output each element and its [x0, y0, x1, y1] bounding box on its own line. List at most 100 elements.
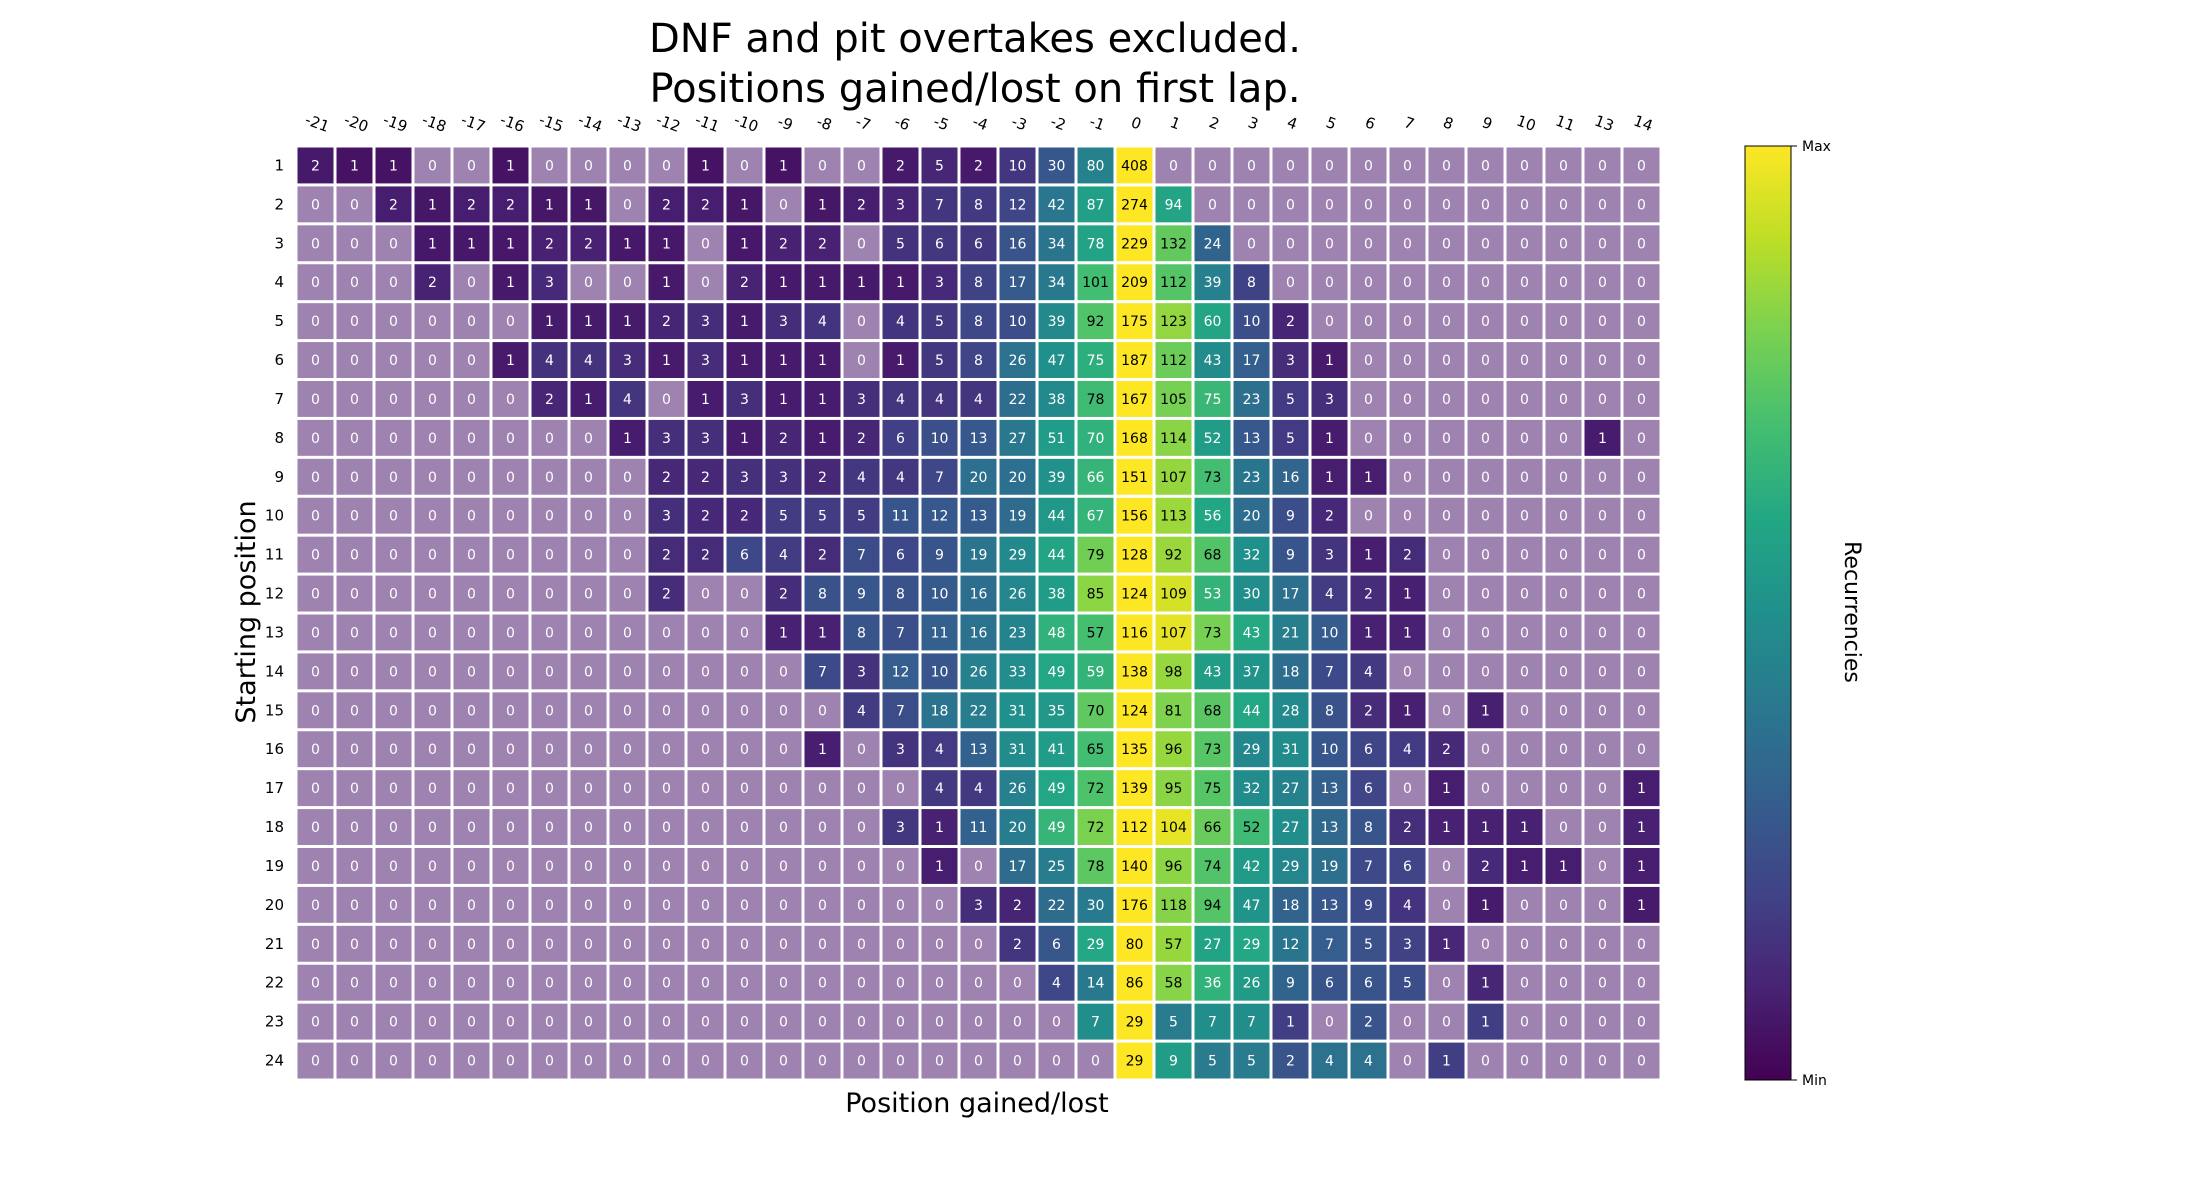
heatmap-cell-label: 6 — [1364, 781, 1373, 797]
heatmap-cell-label: 0 — [1481, 236, 1490, 252]
heatmap-cell-label: 0 — [1559, 1015, 1568, 1031]
heatmap-cell — [1311, 886, 1348, 923]
heatmap-cell — [999, 964, 1036, 1001]
heatmap-cell-label: 0 — [1325, 1015, 1334, 1031]
heatmap-cell — [336, 458, 373, 495]
heatmap-cell — [375, 575, 412, 612]
heatmap-cell — [1077, 147, 1114, 184]
heatmap-cell — [297, 536, 334, 573]
heatmap-cell — [1155, 497, 1192, 534]
heatmap-cell-label: 23 — [1009, 625, 1027, 641]
heatmap-cell-label: 75 — [1204, 392, 1222, 408]
heatmap-cell — [921, 536, 958, 573]
heatmap-cell — [414, 925, 451, 962]
heatmap-cell — [921, 653, 958, 690]
x-tick-label: 6 — [1363, 113, 1378, 133]
heatmap-cell — [1116, 809, 1153, 845]
heatmap-cell — [921, 264, 958, 301]
heatmap-cell-label: 0 — [584, 509, 593, 525]
heatmap-cell-label: 0 — [428, 742, 437, 758]
heatmap-cell-label: 75 — [1087, 353, 1105, 369]
heatmap-cell-label: 21 — [1282, 625, 1300, 641]
heatmap-cell-label: 0 — [389, 742, 398, 758]
heatmap-cell-label: 98 — [1165, 664, 1183, 680]
heatmap-cell-label: 22 — [1048, 898, 1066, 914]
heatmap-cell-label: 74 — [1204, 859, 1222, 875]
heatmap-cell — [921, 731, 958, 768]
heatmap-cell-label: 0 — [974, 1015, 983, 1031]
heatmap-cell-label: 0 — [701, 1015, 710, 1031]
heatmap-cell — [1155, 653, 1192, 690]
heatmap-cell-label: 0 — [1442, 1015, 1451, 1031]
heatmap-cell — [804, 614, 841, 651]
heatmap-cell-label: 19 — [1321, 859, 1339, 875]
heatmap-cell-label: 7 — [1208, 1015, 1217, 1031]
heatmap-cell-label: 0 — [701, 703, 710, 719]
heatmap-cell — [1155, 147, 1192, 184]
heatmap-cell — [765, 303, 802, 340]
heatmap-cell — [1311, 770, 1348, 807]
heatmap-cell — [1584, 692, 1621, 729]
heatmap-cell-label: 0 — [1559, 1054, 1568, 1070]
heatmap-cell — [1350, 1042, 1387, 1079]
heatmap-cell-label: 0 — [1442, 548, 1451, 564]
heatmap-cell-label: 1 — [1481, 820, 1490, 836]
heatmap-cell-label: 3 — [701, 353, 710, 369]
heatmap-cell-label: 1 — [1637, 898, 1646, 914]
y-tick-label: 24 — [265, 1052, 284, 1070]
heatmap-cell — [375, 964, 412, 1001]
heatmap-cell-label: 0 — [467, 742, 476, 758]
heatmap-cell — [726, 147, 763, 184]
heatmap-cell-label: 0 — [1325, 158, 1334, 174]
heatmap-cell-label: 0 — [389, 898, 398, 914]
heatmap-cell-label: 1 — [818, 353, 827, 369]
heatmap-cell-label: 128 — [1121, 548, 1148, 564]
x-tick-label: 7 — [1402, 113, 1417, 133]
heatmap-cell-label: 0 — [1598, 898, 1607, 914]
heatmap-cell — [570, 225, 607, 262]
heatmap-cell-label: 28 — [1282, 703, 1300, 719]
heatmap-cell-label: 2 — [779, 431, 788, 447]
heatmap-cell-label: 35 — [1048, 703, 1066, 719]
heatmap-cell-label: 0 — [1364, 197, 1373, 213]
heatmap-cell-label: 1 — [1481, 976, 1490, 992]
heatmap-cell — [1506, 925, 1543, 962]
heatmap-cell-label: 124 — [1121, 703, 1148, 719]
heatmap-cell — [882, 147, 919, 184]
heatmap-cell — [375, 925, 412, 962]
heatmap-cell-label: 0 — [1442, 898, 1451, 914]
heatmap-cell — [1155, 1003, 1192, 1040]
heatmap-cell — [1350, 1003, 1387, 1040]
heatmap-cell — [531, 147, 568, 184]
heatmap-cell — [1467, 886, 1504, 923]
heatmap-cell — [297, 575, 334, 612]
heatmap-cell — [1350, 575, 1387, 612]
heatmap-cell — [1350, 264, 1387, 301]
heatmap-cell-label: 0 — [584, 587, 593, 603]
heatmap-cell-label: 0 — [545, 470, 554, 486]
heatmap-cell — [336, 770, 373, 807]
heatmap-cell — [648, 925, 685, 962]
heatmap-cell — [843, 653, 880, 690]
heatmap-cell — [336, 809, 373, 845]
heatmap-cell-label: 0 — [1598, 1054, 1607, 1070]
heatmap-cell-label: 4 — [974, 781, 983, 797]
heatmap-cell-label: 0 — [506, 431, 515, 447]
heatmap-cell — [960, 575, 997, 612]
heatmap-cell-label: 0 — [311, 781, 320, 797]
heatmap-cell-label: 1 — [428, 197, 437, 213]
heatmap-cell — [570, 575, 607, 612]
heatmap-cell-label: 47 — [1048, 353, 1066, 369]
heatmap-cell-label: 0 — [1598, 353, 1607, 369]
heatmap-cell — [1428, 303, 1465, 340]
heatmap-cell — [960, 731, 997, 768]
heatmap-cell — [1584, 886, 1621, 923]
heatmap-cell-label: 2 — [506, 197, 515, 213]
heatmap-cell — [765, 886, 802, 923]
y-tick-label: 3 — [274, 234, 284, 252]
heatmap-cell — [1311, 419, 1348, 456]
heatmap-cell-label: 0 — [545, 431, 554, 447]
heatmap-cell-label: 2 — [896, 158, 905, 174]
heatmap-cell — [1428, 964, 1465, 1001]
x-tick-label: 1 — [1168, 113, 1183, 133]
